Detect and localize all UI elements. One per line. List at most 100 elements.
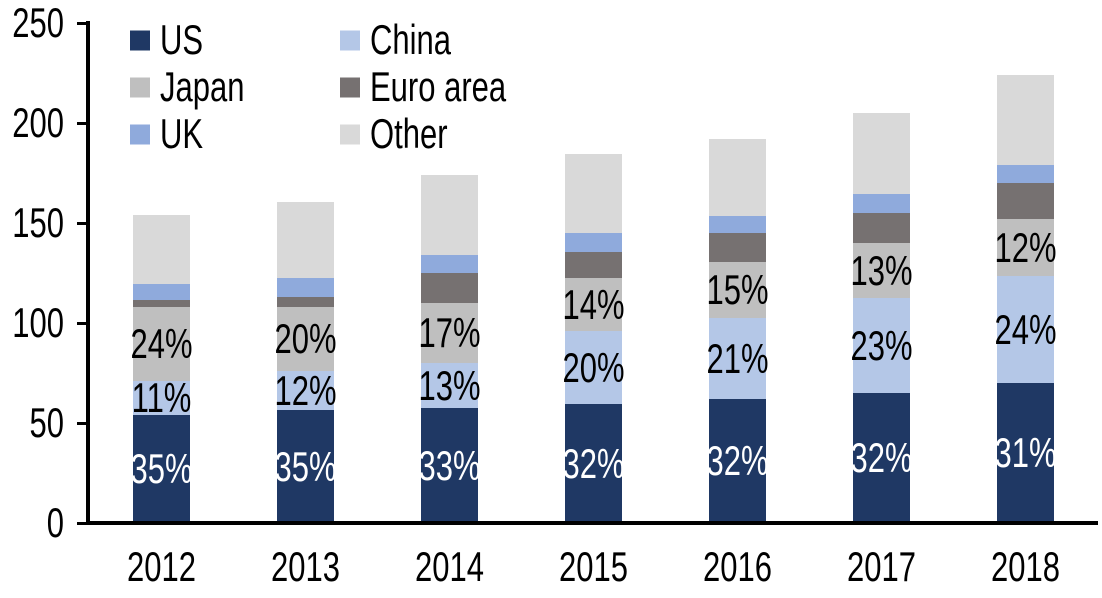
bar-segment-us-2013 [277, 410, 334, 523]
bar-segment-euro-area-2013 [277, 297, 334, 307]
y-axis-line [86, 21, 90, 525]
x-axis-label-2018: 2018 [991, 543, 1060, 591]
bar-segment-china-2017 [853, 298, 910, 393]
bar-segment-us-2012 [133, 415, 190, 523]
bar-segment-euro-area-2012 [133, 300, 190, 307]
y-tick-label-100: 100 [12, 299, 64, 347]
bar-segment-other-2012 [133, 215, 190, 284]
bar-segment-uk-2015 [565, 233, 622, 252]
bar-segment-japan-2016 [709, 262, 766, 318]
segment-label-us-2017: 32% [850, 434, 913, 482]
bar-segment-other-2013 [277, 202, 334, 278]
segment-label-us-2012: 35% [130, 445, 193, 493]
bar-segment-euro-area-2017 [853, 213, 910, 243]
bar-segment-japan-2018 [997, 219, 1054, 276]
x-axis-label-2014: 2014 [415, 543, 484, 591]
segment-label-japan-2015: 14% [562, 280, 625, 329]
legend-swatch-us [130, 30, 150, 50]
bar-segment-china-2012 [133, 381, 190, 415]
segment-label-us-2014: 33% [418, 441, 481, 490]
bar-segment-us-2015 [565, 404, 622, 523]
segment-label-us-2015: 32% [562, 439, 625, 488]
bar-segment-uk-2017 [853, 194, 910, 213]
bar-segment-uk-2018 [997, 165, 1054, 183]
bar-segment-us-2018 [997, 383, 1054, 523]
legend-item-us: US [130, 19, 203, 61]
segment-label-japan-2012: 24% [130, 320, 193, 368]
legend-label-japan: Japan [160, 63, 245, 111]
y-tick-label-150: 150 [12, 199, 64, 247]
segment-label-japan-2014: 17% [418, 309, 481, 357]
bar-segment-uk-2012 [133, 284, 190, 300]
segment-label-japan-2018: 12% [994, 223, 1057, 272]
legend-swatch-japan [130, 77, 150, 97]
bar-segment-other-2014 [421, 175, 478, 255]
y-tick-50 [77, 421, 89, 425]
bar-segment-uk-2013 [277, 278, 334, 297]
bar-segment-china-2018 [997, 276, 1054, 383]
y-tick-label-0: 0 [46, 499, 64, 547]
bar-segment-china-2016 [709, 318, 766, 399]
segment-label-china-2014: 13% [418, 361, 481, 410]
y-tick-label-250: 250 [12, 0, 64, 47]
segment-label-china-2015: 20% [562, 343, 625, 392]
legend-swatch-uk [130, 124, 150, 144]
legend-label-us: US [160, 16, 204, 64]
y-tick-0 [77, 521, 89, 525]
x-axis-label-2017: 2017 [847, 543, 916, 591]
bar-segment-us-2017 [853, 393, 910, 523]
legend-swatch-other [340, 124, 360, 144]
segment-label-us-2016: 32% [706, 437, 769, 485]
y-tick-100 [77, 321, 89, 325]
segment-label-china-2012: 11% [131, 374, 192, 422]
legend-item-other: Other [340, 113, 448, 155]
x-axis-line [86, 521, 1098, 525]
y-tick-250 [77, 21, 89, 25]
bar-segment-other-2015 [565, 154, 622, 233]
legend-item-china: China [340, 19, 451, 61]
bar-segment-japan-2012 [133, 307, 190, 381]
bar-segment-us-2014 [421, 408, 478, 523]
segment-label-china-2016: 21% [706, 334, 769, 383]
segment-label-us-2013: 35% [274, 442, 337, 491]
legend-label-china: China [370, 16, 451, 64]
legend-label-euro-area: Euro area [370, 63, 507, 111]
legend-item-japan: Japan [130, 66, 244, 108]
y-tick-150 [77, 221, 89, 225]
bar-segment-uk-2014 [421, 255, 478, 273]
segment-label-us-2018: 31% [994, 429, 1057, 477]
x-axis-label-2016: 2016 [703, 543, 772, 591]
y-tick-200 [77, 121, 89, 125]
segment-label-japan-2016: 15% [706, 266, 769, 314]
bar-segment-euro-area-2016 [709, 233, 766, 262]
legend-label-uk: UK [160, 110, 204, 158]
bar-segment-japan-2017 [853, 243, 910, 298]
bar-segment-china-2015 [565, 331, 622, 404]
bar-segment-us-2016 [709, 399, 766, 523]
segment-label-china-2018: 24% [994, 305, 1057, 354]
bar-segment-other-2016 [709, 139, 766, 216]
segment-label-china-2017: 23% [850, 321, 913, 370]
bar-segment-china-2014 [421, 363, 478, 408]
y-tick-label-200: 200 [12, 99, 64, 147]
bar-segment-uk-2016 [709, 216, 766, 233]
x-axis-label-2012: 2012 [127, 543, 196, 591]
y-tick-label-50: 50 [29, 399, 64, 447]
segment-label-japan-2017: 13% [850, 246, 913, 295]
legend-label-other: Other [370, 110, 448, 158]
legend-swatch-euro-area [340, 77, 360, 97]
bar-segment-other-2017 [853, 113, 910, 194]
bar-segment-japan-2013 [277, 307, 334, 371]
x-axis-label-2013: 2013 [271, 543, 340, 591]
bar-segment-japan-2014 [421, 303, 478, 363]
bar-segment-euro-area-2015 [565, 252, 622, 278]
legend-item-euro-area: Euro area [340, 66, 506, 108]
bar-segment-euro-area-2014 [421, 273, 478, 303]
segment-label-japan-2013: 20% [274, 315, 337, 363]
segment-label-china-2013: 12% [274, 366, 337, 415]
legend-item-uk: UK [130, 113, 203, 155]
bar-segment-other-2018 [997, 75, 1054, 165]
x-axis-label-2015: 2015 [559, 543, 628, 591]
bar-segment-japan-2015 [565, 278, 622, 331]
